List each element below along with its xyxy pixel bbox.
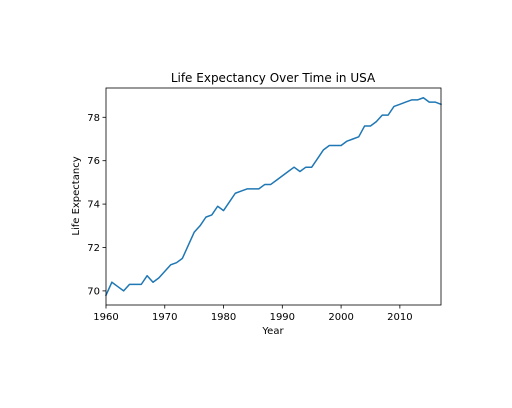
y-tick-label: 76	[87, 156, 100, 167]
x-tick-label: 2000	[328, 312, 353, 323]
plot-area	[105, 97, 442, 297]
plot-frame	[105, 87, 442, 306]
y-tick-label: 70	[87, 286, 100, 297]
y-tick-label: 78	[87, 113, 100, 124]
x-tick-label: 1980	[211, 312, 236, 323]
x-axis: 1960 1970 1980 1990 2000 2010	[93, 305, 413, 323]
x-axis-label: Year	[261, 326, 284, 337]
y-tick-label: 72	[87, 243, 100, 254]
x-tick-label: 2010	[387, 312, 412, 323]
x-tick-label: 1990	[270, 312, 295, 323]
y-axis-label: Life Expectancy	[71, 156, 82, 235]
y-tick-label: 74	[87, 200, 100, 211]
x-tick-label: 1970	[152, 312, 177, 323]
y-axis: 70 72 74 76 78	[87, 113, 106, 297]
series-line-life-expectancy	[105, 97, 442, 297]
chart-title: Life Expectancy Over Time in USA	[171, 71, 376, 85]
x-tick-label: 1960	[93, 312, 118, 323]
